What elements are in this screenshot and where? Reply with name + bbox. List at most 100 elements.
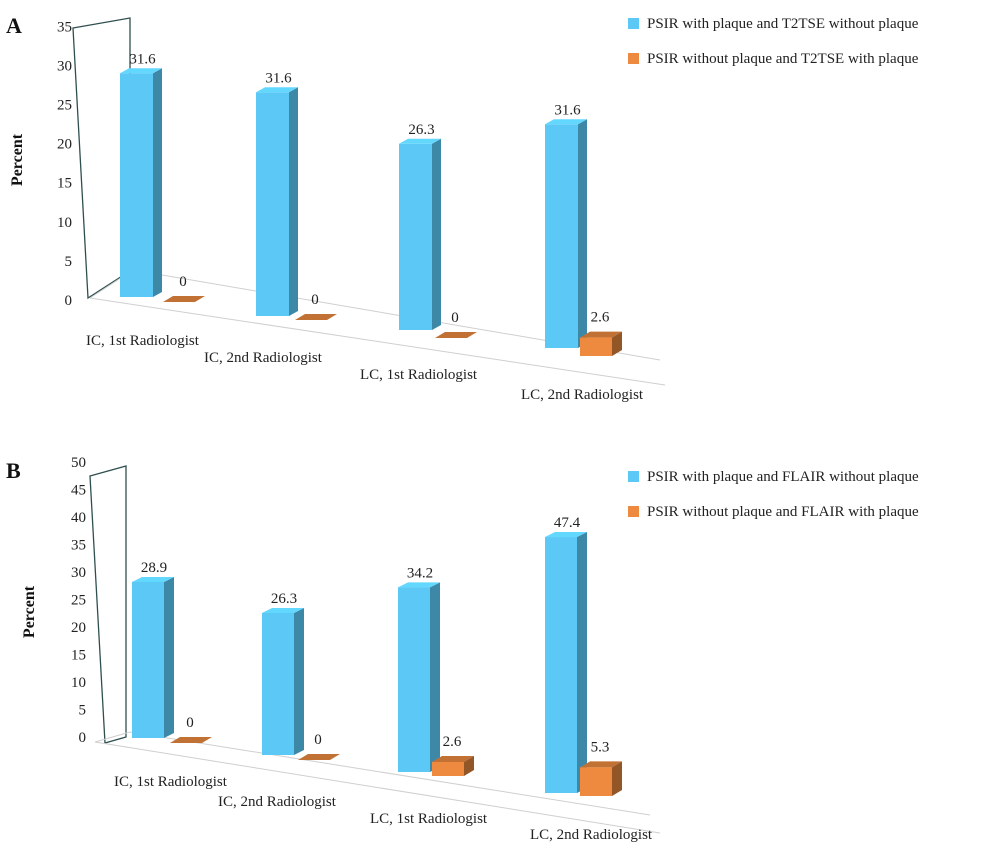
data-label-series1: 31.6 xyxy=(129,51,156,67)
bar-side xyxy=(164,576,174,738)
bar-top xyxy=(132,576,174,582)
data-label-series2: 2.6 xyxy=(443,734,462,750)
bar-series2 xyxy=(580,331,622,356)
bar-front xyxy=(262,612,294,755)
bar-front xyxy=(545,124,578,348)
bar-front xyxy=(132,581,164,738)
category-label: LC, 2nd Radiologist xyxy=(521,387,644,403)
bar-top xyxy=(432,755,474,762)
bar-top xyxy=(545,119,587,125)
category-label: LC, 1st Radiologist xyxy=(370,811,488,827)
bar-top xyxy=(170,737,212,743)
y-tick-label: 50 xyxy=(71,455,86,471)
bar-series2 xyxy=(580,761,622,796)
bar-series2 xyxy=(435,332,477,338)
bar-top xyxy=(295,314,337,320)
bar-front xyxy=(256,92,289,316)
bar-series2 xyxy=(298,754,340,760)
y-tick-label: 35 xyxy=(57,19,72,35)
bar-front xyxy=(580,767,612,796)
data-label-series2: 0 xyxy=(179,274,187,290)
bar-front xyxy=(545,537,577,793)
legend-item: PSIR with plaque and FLAIR without plaqu… xyxy=(628,469,919,485)
bar-top xyxy=(545,532,587,538)
back-wall xyxy=(89,465,127,744)
panel-letter: A xyxy=(6,13,22,38)
bar-front xyxy=(120,73,153,297)
floor-front-edge xyxy=(89,297,666,386)
y-tick-label: 15 xyxy=(71,648,86,664)
y-tick-label: 30 xyxy=(71,565,86,581)
bar-series1 xyxy=(545,119,587,348)
bar-side xyxy=(612,761,622,796)
legend-item: PSIR without plaque and T2TSE with plaqu… xyxy=(628,51,919,67)
category-label: IC, 1st Radiologist xyxy=(114,774,228,790)
bar-side xyxy=(289,87,298,316)
bar-front xyxy=(399,143,432,330)
floor-front-edge xyxy=(94,741,661,834)
bar-side xyxy=(153,68,162,297)
legend-label: PSIR with plaque and FLAIR without plaqu… xyxy=(647,469,919,485)
legend-swatch xyxy=(628,471,639,482)
y-tick-label: 45 xyxy=(71,483,86,499)
bar-series1 xyxy=(132,576,174,738)
bar-top xyxy=(256,87,298,93)
bar-top xyxy=(580,331,622,338)
data-label-series1: 47.4 xyxy=(554,515,581,531)
legend-swatch xyxy=(628,53,639,64)
bar-top xyxy=(163,296,205,302)
bar-series1 xyxy=(262,607,304,755)
bar-top xyxy=(120,68,162,74)
bar-side xyxy=(294,607,304,755)
bar-series2 xyxy=(295,314,337,320)
data-label-series2: 0 xyxy=(314,732,322,748)
y-tick-label: 10 xyxy=(71,675,86,691)
y-tick-label: 15 xyxy=(57,176,72,192)
category-label: IC, 1st Radiologist xyxy=(86,333,200,349)
data-label-series1: 28.9 xyxy=(141,560,167,576)
bar-side xyxy=(432,138,441,330)
bar-series1 xyxy=(398,582,440,772)
y-tick-label: 10 xyxy=(57,215,72,231)
category-label: LC, 2nd Radiologist xyxy=(530,827,653,843)
bar-top xyxy=(298,754,340,760)
legend-swatch xyxy=(628,18,639,29)
floor-back-edge xyxy=(94,731,651,816)
y-tick-label: 35 xyxy=(71,538,86,554)
bar-top xyxy=(580,761,622,768)
data-label-series1: 31.6 xyxy=(265,70,292,86)
bar-series2 xyxy=(163,296,205,302)
legend-swatch xyxy=(628,506,639,517)
y-tick-label: 0 xyxy=(65,293,73,309)
y-tick-label: 5 xyxy=(65,254,73,270)
bar-series1 xyxy=(545,532,587,793)
chart-panel-a: A Percent 0 5 10 15 20 25 30 35 31.6 0 IC, 1st Radio… xyxy=(6,13,919,403)
legend-item: PSIR without plaque and FLAIR with plaqu… xyxy=(628,504,919,520)
legend-item: PSIR with plaque and T2TSE without plaqu… xyxy=(628,16,919,32)
category-label: IC, 2nd Radiologist xyxy=(204,350,323,366)
y-tick-label: 0 xyxy=(79,730,87,746)
bar-front xyxy=(580,337,612,356)
bar-side xyxy=(430,582,440,772)
bar-side xyxy=(577,532,587,793)
data-label-series2: 2.6 xyxy=(591,310,610,326)
y-tick-label: 20 xyxy=(57,137,72,153)
panel-letter: B xyxy=(6,458,21,483)
bar-side xyxy=(612,331,622,356)
y-tick-label: 40 xyxy=(71,510,86,526)
legend-label: PSIR with plaque and T2TSE without plaqu… xyxy=(647,16,919,32)
y-tick-label: 25 xyxy=(71,593,86,609)
bar-front xyxy=(432,761,464,776)
bar-series1 xyxy=(399,138,441,330)
bar-front xyxy=(398,587,430,772)
data-label-series1: 34.2 xyxy=(407,565,433,581)
data-label-series2: 0 xyxy=(311,292,319,308)
data-label-series2: 0 xyxy=(186,715,194,731)
data-label-series1: 26.3 xyxy=(271,591,297,607)
data-label-series2: 0 xyxy=(451,310,459,326)
bar-series1 xyxy=(120,68,162,297)
bar-top xyxy=(399,138,441,144)
y-tick-label: 5 xyxy=(79,703,87,719)
y-tick-label: 25 xyxy=(57,98,72,114)
